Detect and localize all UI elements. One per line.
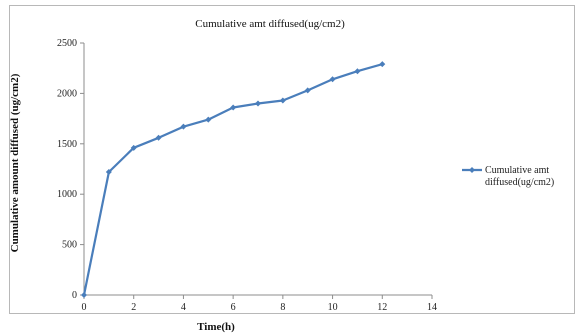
series-line bbox=[82, 63, 383, 296]
y-tick-label: 1500 bbox=[57, 139, 77, 150]
x-tick-label: 12 bbox=[377, 302, 387, 313]
data-point bbox=[180, 123, 187, 130]
x-tick-label: 8 bbox=[280, 302, 285, 313]
data-point bbox=[205, 116, 212, 123]
data-point bbox=[105, 169, 112, 176]
x-tick-label: 14 bbox=[427, 302, 437, 313]
legend-marker bbox=[469, 167, 475, 173]
y-axis-label: Cumulative amount diffused (ug/cm2) bbox=[9, 73, 21, 252]
data-point bbox=[230, 104, 237, 111]
y-tick-label: 1000 bbox=[57, 189, 77, 200]
y-tick-label: 0 bbox=[72, 290, 77, 301]
data-point bbox=[354, 68, 361, 75]
y-tick-label: 2000 bbox=[57, 88, 77, 99]
x-tick-label: 4 bbox=[181, 302, 186, 313]
x-axis-label: Time(h) bbox=[197, 321, 235, 333]
x-tick-label: 2 bbox=[131, 302, 136, 313]
data-point bbox=[279, 97, 286, 104]
data-point bbox=[81, 292, 87, 298]
x-axis-ticks: 0 2 4 6 8 10 12 14 bbox=[82, 295, 437, 313]
y-tick-label: 500 bbox=[62, 240, 77, 251]
x-tick-label: 6 bbox=[231, 302, 236, 313]
data-point bbox=[379, 61, 386, 68]
chart-title: Cumulative amt diffused(ug/cm2) bbox=[195, 18, 345, 30]
x-tick-label: 0 bbox=[82, 302, 87, 313]
legend: Cumulative amt diffused(ug/cm2) bbox=[462, 165, 554, 188]
data-point bbox=[304, 87, 311, 94]
y-tick-label: 2500 bbox=[57, 38, 77, 49]
data-point bbox=[130, 144, 137, 151]
y-axis-ticks: 0 500 1000 1500 2000 2500 bbox=[57, 38, 84, 301]
data-point bbox=[255, 100, 261, 107]
data-series bbox=[81, 61, 386, 298]
legend-label: Cumulative amt diffused(ug/cm2) bbox=[485, 165, 554, 188]
chart-frame bbox=[9, 5, 575, 314]
data-point bbox=[155, 134, 162, 141]
x-tick-label: 10 bbox=[328, 302, 338, 313]
data-point bbox=[329, 76, 336, 83]
